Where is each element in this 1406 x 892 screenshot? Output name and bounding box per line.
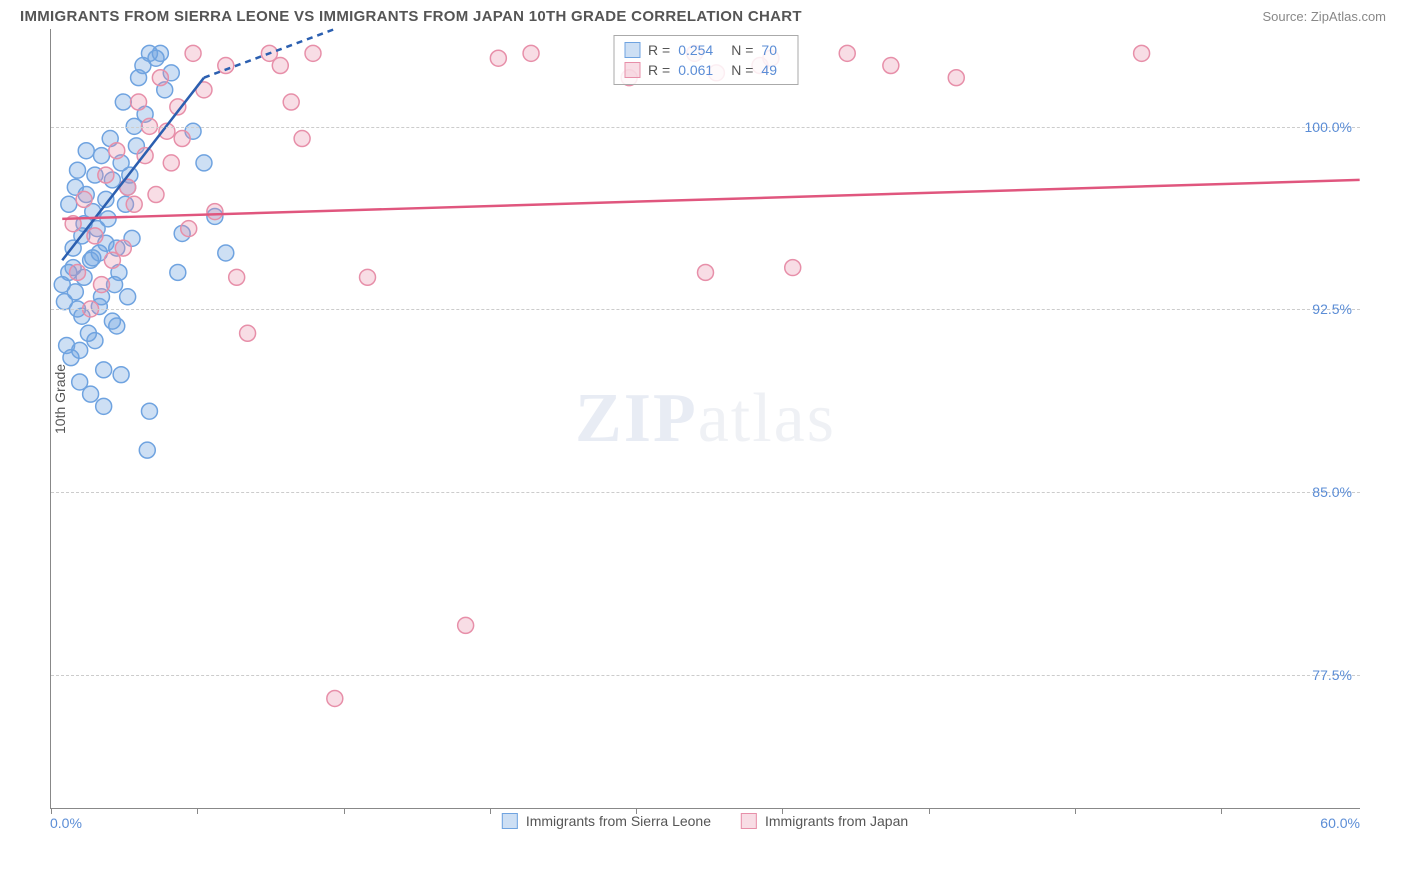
y-tick-label: 100.0% [1305, 119, 1352, 135]
legend-item-a: Immigrants from Sierra Leone [502, 813, 711, 829]
n-label-a: N = [731, 42, 753, 58]
legend-label-b: Immigrants from Japan [765, 813, 908, 829]
x-min-label: 0.0% [50, 815, 82, 831]
legend-item-b: Immigrants from Japan [741, 813, 908, 829]
swatch-b-icon [624, 62, 640, 78]
swatch-a-icon [624, 42, 640, 58]
r-label-b: R = [648, 62, 670, 78]
plot-svg [51, 29, 1360, 808]
legend-label-a: Immigrants from Sierra Leone [526, 813, 711, 829]
r-value-a: 0.254 [678, 42, 713, 58]
r-label-a: R = [648, 42, 670, 58]
n-value-a: 70 [761, 42, 777, 58]
stats-row-b: R = 0.061 N = 49 [624, 60, 787, 80]
plot-area: ZIPatlas R = 0.254 N = 70 R = 0.061 N = … [50, 29, 1360, 809]
y-tick-label: 77.5% [1312, 667, 1352, 683]
chart-title: IMMIGRANTS FROM SIERRA LEONE VS IMMIGRAN… [20, 8, 802, 25]
bottom-legend: Immigrants from Sierra Leone Immigrants … [502, 813, 908, 829]
r-value-b: 0.061 [678, 62, 713, 78]
x-axis-labels: 0.0% Immigrants from Sierra Leone Immigr… [50, 809, 1360, 839]
y-tick-label: 85.0% [1312, 484, 1352, 500]
legend-swatch-a-icon [502, 813, 518, 829]
stats-legend: R = 0.254 N = 70 R = 0.061 N = 49 [613, 35, 798, 85]
chart-container: 10th Grade ZIPatlas R = 0.254 N = 70 R =… [50, 29, 1386, 839]
stats-row-a: R = 0.254 N = 70 [624, 40, 787, 60]
source-label: Source: ZipAtlas.com [1262, 9, 1386, 24]
x-max-label: 60.0% [1320, 815, 1360, 831]
legend-swatch-b-icon [741, 813, 757, 829]
y-tick-label: 92.5% [1312, 301, 1352, 317]
n-value-b: 49 [761, 62, 777, 78]
n-label-b: N = [731, 62, 753, 78]
